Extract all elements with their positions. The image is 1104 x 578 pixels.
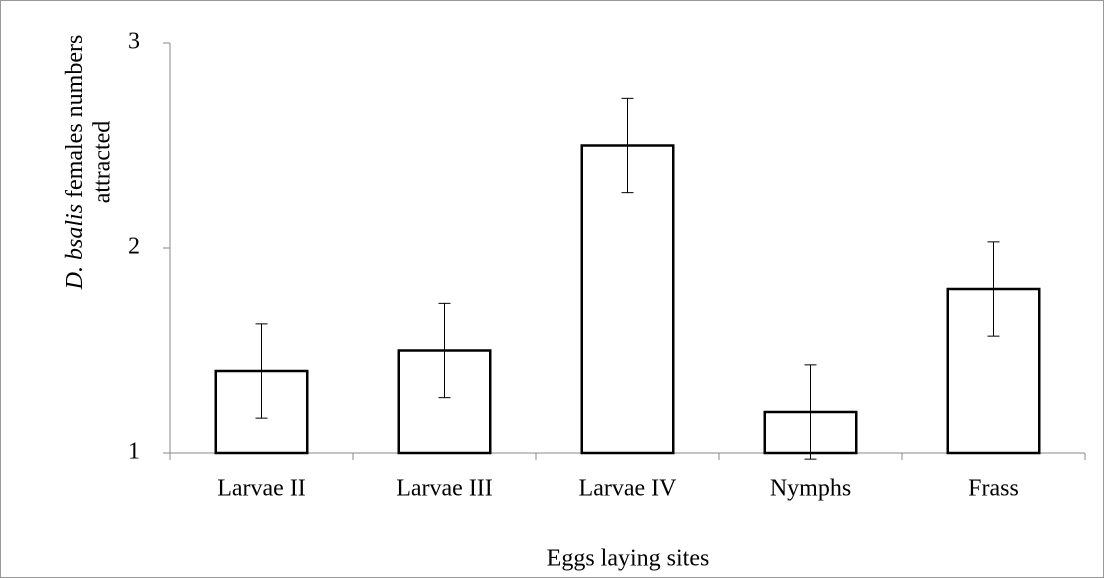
x-tick-label: Larvae IV <box>579 476 678 502</box>
x-tick-label: Nymphs <box>770 476 851 502</box>
x-tick-label: Larvae III <box>396 476 493 502</box>
y-tick-label: 1 <box>128 439 140 465</box>
y-axis-label-line2: attracted <box>90 121 116 204</box>
x-tick-label: Frass <box>968 476 1019 502</box>
x-tick-label: Larvae II <box>217 476 306 502</box>
bar <box>946 287 1041 455</box>
y-axis-label: D. bsalis females numbers <box>62 35 88 291</box>
y-tick-label: 3 <box>128 29 140 55</box>
x-axis-label: Eggs laying sites <box>547 546 710 572</box>
y-axis-label-text: females numbers <box>62 35 88 198</box>
bar <box>580 144 675 455</box>
y-axis-label-italic: D. bsalis <box>62 204 88 290</box>
y-tick-label: 2 <box>128 234 140 260</box>
